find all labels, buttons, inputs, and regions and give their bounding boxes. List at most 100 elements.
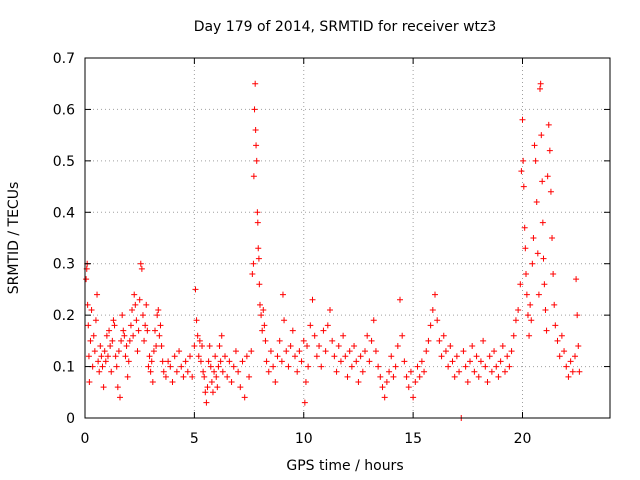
- data-point: [558, 332, 565, 339]
- data-point: [126, 337, 133, 344]
- data-point: [96, 368, 103, 375]
- data-point: [205, 358, 212, 365]
- data-point: [191, 343, 198, 349]
- data-point: [569, 368, 576, 375]
- data-point: [573, 276, 580, 283]
- data-point: [255, 245, 262, 252]
- data-point: [353, 358, 360, 365]
- data-point: [180, 373, 187, 380]
- data-point: [346, 348, 353, 355]
- data-point: [102, 358, 109, 365]
- data-point: [375, 363, 382, 370]
- data-point: [85, 353, 92, 360]
- data-point: [254, 209, 261, 216]
- data-point: [259, 327, 266, 334]
- data-point: [97, 343, 104, 349]
- data-point: [556, 353, 563, 360]
- data-point: [104, 353, 111, 360]
- data-point: [110, 317, 117, 324]
- data-point: [95, 358, 102, 365]
- data-point: [546, 147, 553, 154]
- data-point: [157, 322, 164, 329]
- data-point: [388, 353, 395, 360]
- data-point: [541, 281, 548, 288]
- data-point: [520, 157, 527, 164]
- data-point: [216, 343, 223, 349]
- data-point: [197, 358, 204, 365]
- data-point: [250, 260, 257, 267]
- data-point: [405, 384, 412, 391]
- data-point: [475, 373, 482, 380]
- data-point: [521, 224, 528, 231]
- data-point: [176, 348, 183, 355]
- data-point: [529, 260, 536, 267]
- data-point: [392, 363, 399, 370]
- data-point: [397, 296, 403, 303]
- data-point: [127, 322, 134, 329]
- data-point: [88, 307, 95, 313]
- data-point: [196, 337, 203, 344]
- data-point: [460, 348, 467, 355]
- data-point: [390, 373, 397, 380]
- data-point: [473, 353, 480, 360]
- data-point: [383, 379, 390, 385]
- data-point: [504, 353, 511, 360]
- data-point: [217, 358, 224, 365]
- data-point: [526, 332, 533, 339]
- data-point: [313, 353, 320, 360]
- data-point: [152, 327, 158, 334]
- y-tick-label: 0.4: [53, 205, 75, 221]
- data-point: [90, 332, 97, 339]
- data-point: [195, 353, 202, 360]
- data-point: [537, 85, 543, 92]
- data-point: [147, 368, 154, 375]
- data-point: [545, 121, 552, 128]
- data-point: [248, 348, 255, 355]
- data-point: [111, 322, 118, 329]
- data-point: [85, 322, 92, 329]
- data-point: [254, 219, 261, 226]
- data-point: [86, 379, 93, 385]
- data-point: [251, 106, 258, 113]
- axis-ticks: [84, 57, 610, 419]
- data-point: [224, 373, 231, 380]
- data-point: [215, 363, 222, 370]
- data-point: [493, 363, 500, 370]
- y-tick-label: 0.1: [53, 360, 75, 376]
- data-point: [204, 384, 211, 391]
- data-point: [143, 301, 150, 308]
- data-point: [252, 80, 259, 87]
- data-point: [178, 363, 185, 370]
- data-point: [296, 348, 303, 355]
- data-point: [316, 343, 323, 349]
- data-point: [440, 332, 447, 339]
- data-point: [165, 358, 172, 365]
- data-point: [320, 327, 327, 334]
- data-point: [287, 343, 294, 349]
- data-point: [300, 337, 307, 344]
- data-point: [108, 368, 115, 375]
- data-point: [237, 384, 244, 391]
- data-point: [302, 379, 309, 385]
- data-point: [124, 373, 131, 380]
- x-axis-label: GPS time / hours: [286, 458, 403, 474]
- data-point: [260, 307, 267, 313]
- data-point: [520, 183, 527, 190]
- data-point: [83, 276, 90, 283]
- data-point: [421, 368, 428, 375]
- data-point: [154, 312, 161, 319]
- data-point: [123, 343, 130, 349]
- data-point: [329, 337, 336, 344]
- data-point: [554, 337, 561, 344]
- data-point: [538, 132, 545, 139]
- data-point: [249, 271, 256, 277]
- data-point: [576, 368, 583, 375]
- data-point: [130, 332, 137, 339]
- data-point: [207, 363, 214, 370]
- plot-frame: [84, 57, 611, 419]
- data-point: [158, 343, 165, 349]
- data-point: [575, 343, 582, 349]
- data-point: [230, 363, 237, 370]
- data-point: [372, 348, 379, 355]
- x-tick-label: 15: [404, 431, 422, 447]
